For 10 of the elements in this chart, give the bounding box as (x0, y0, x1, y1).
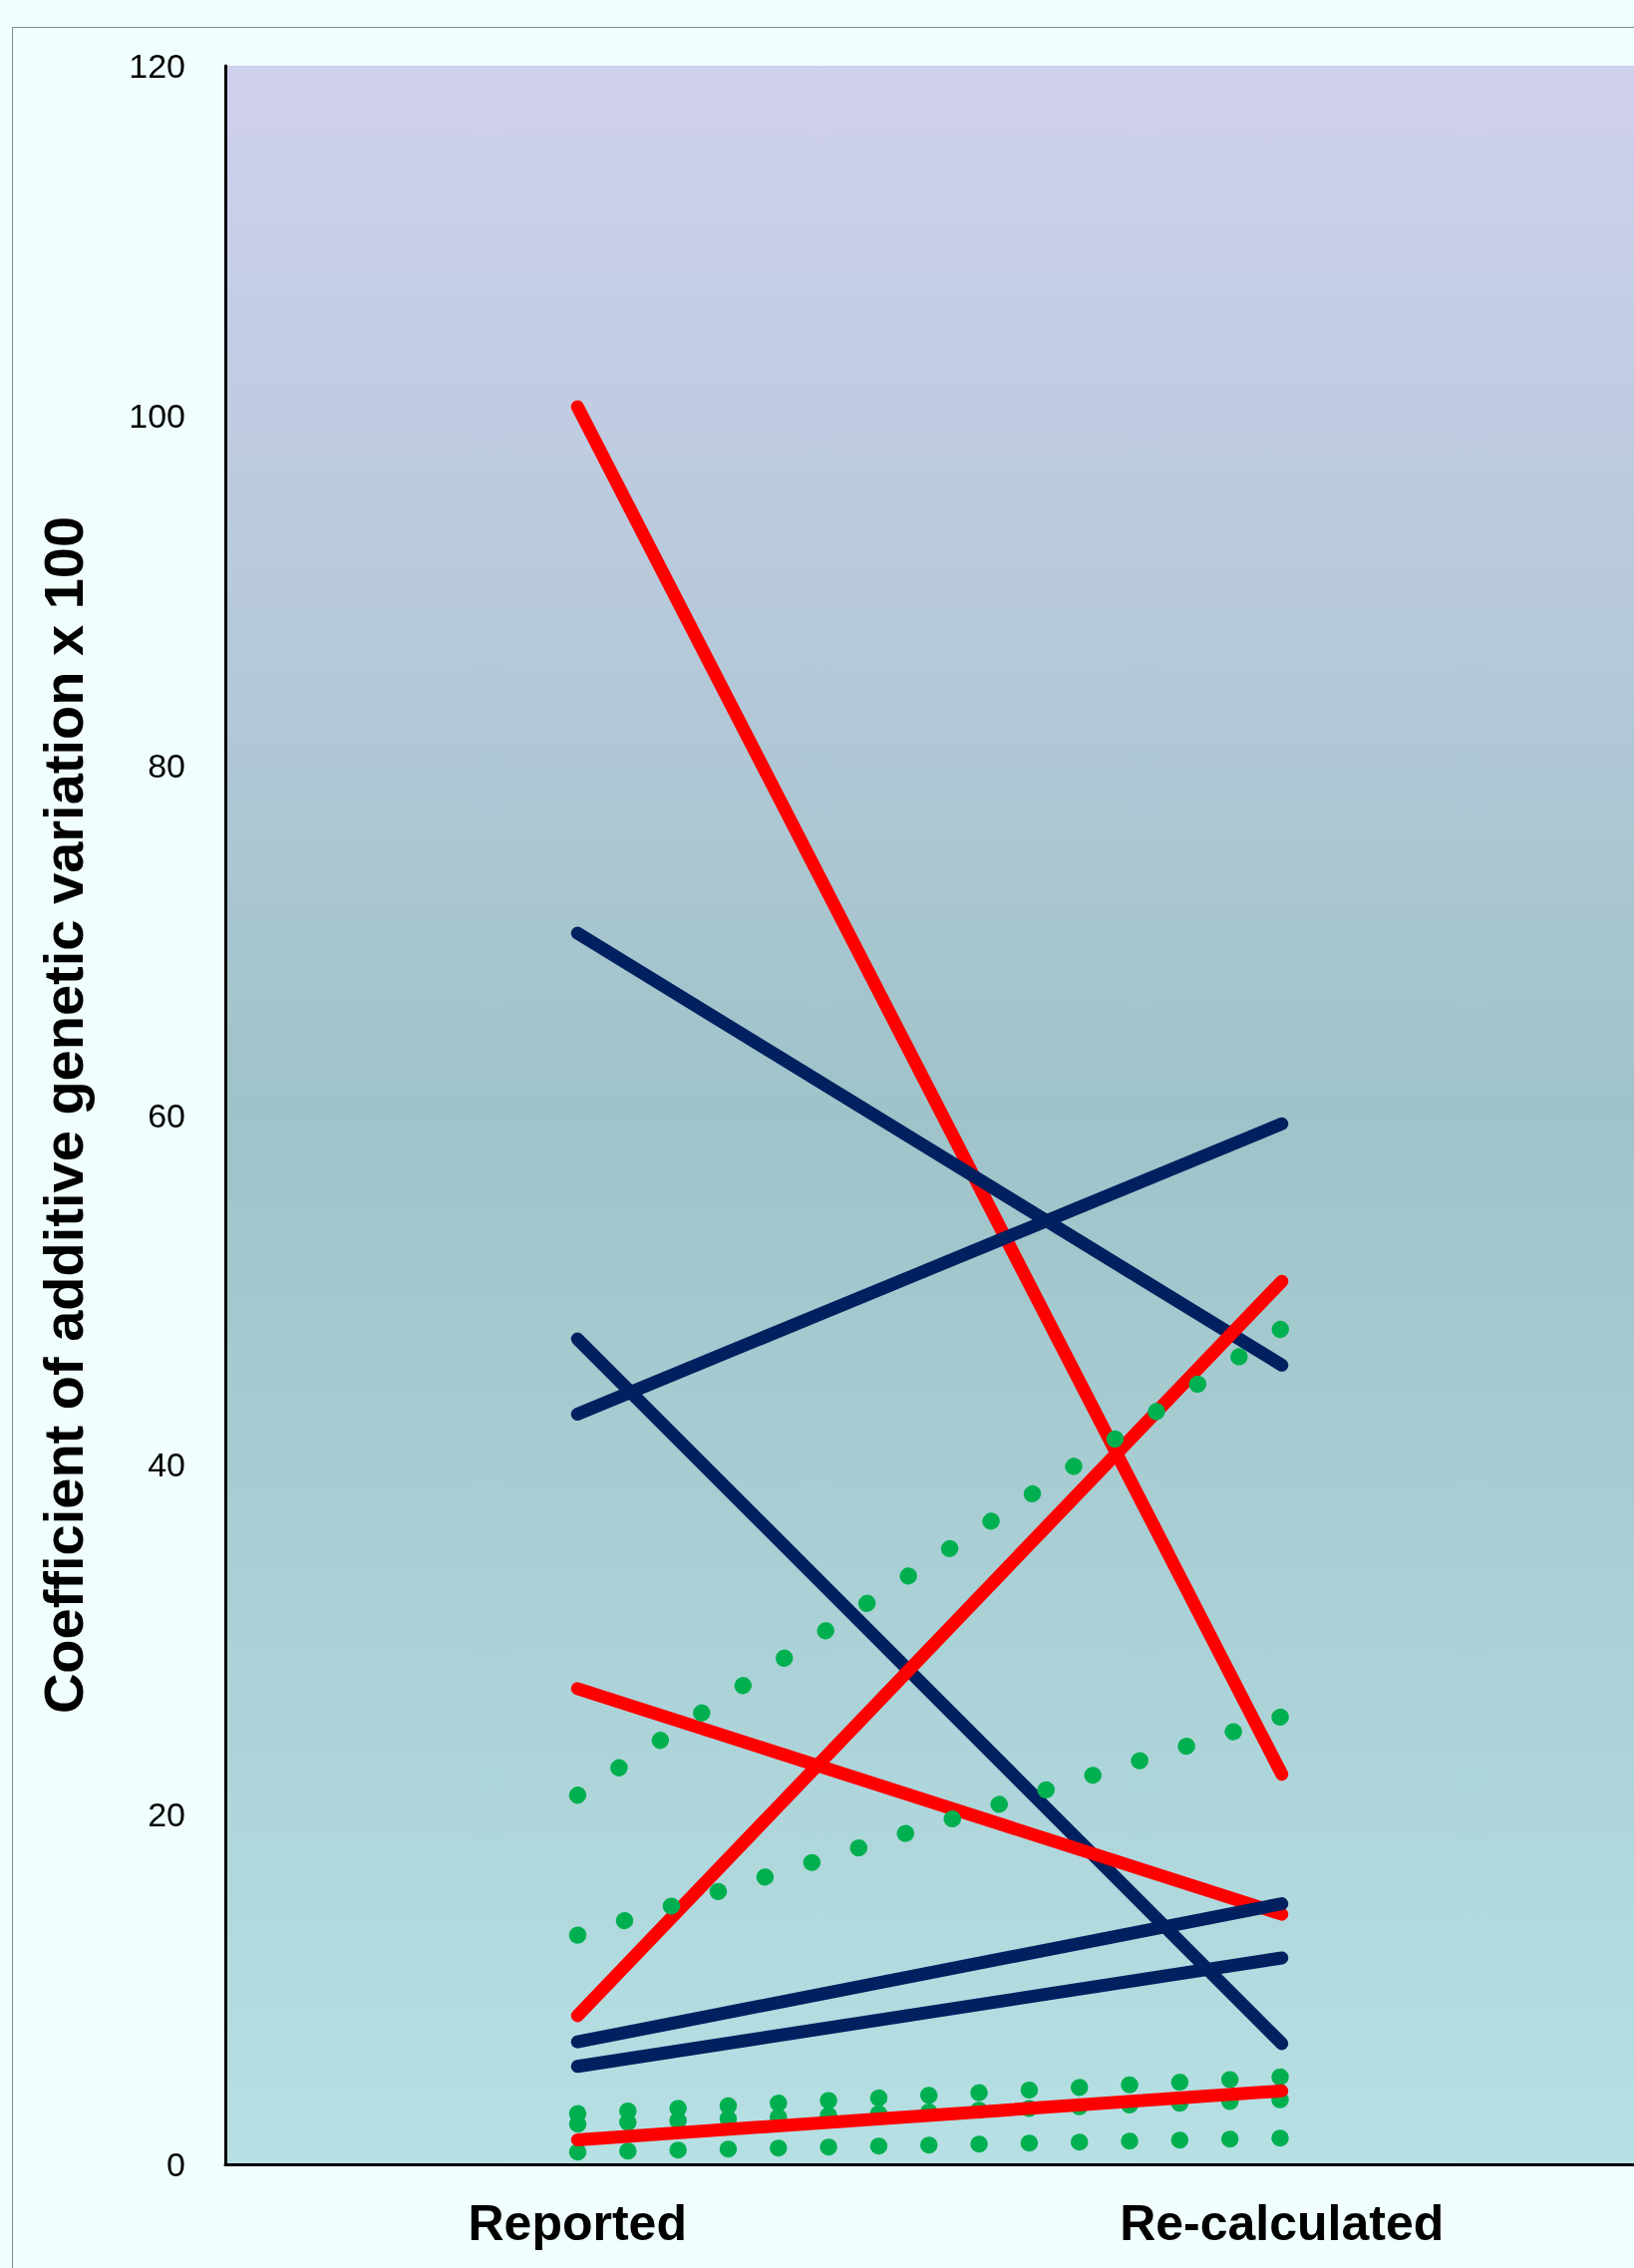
y-tick-label: 60 (148, 1096, 185, 1134)
y-axis-title: Coefficient of additive genetic variation x 100 (31, 515, 95, 1715)
y-tick-label: 100 (129, 396, 185, 435)
x-tick-label: Reported (468, 2195, 687, 2251)
y-tick-label: 0 (166, 2145, 185, 2183)
y-tick-label: 120 (129, 47, 185, 85)
x-tick-label: Re-calculated (1120, 2195, 1445, 2251)
y-tick-label: 80 (148, 746, 185, 785)
y-tick-label: 20 (148, 1795, 185, 1834)
y-tick-label: 40 (148, 1446, 185, 1484)
